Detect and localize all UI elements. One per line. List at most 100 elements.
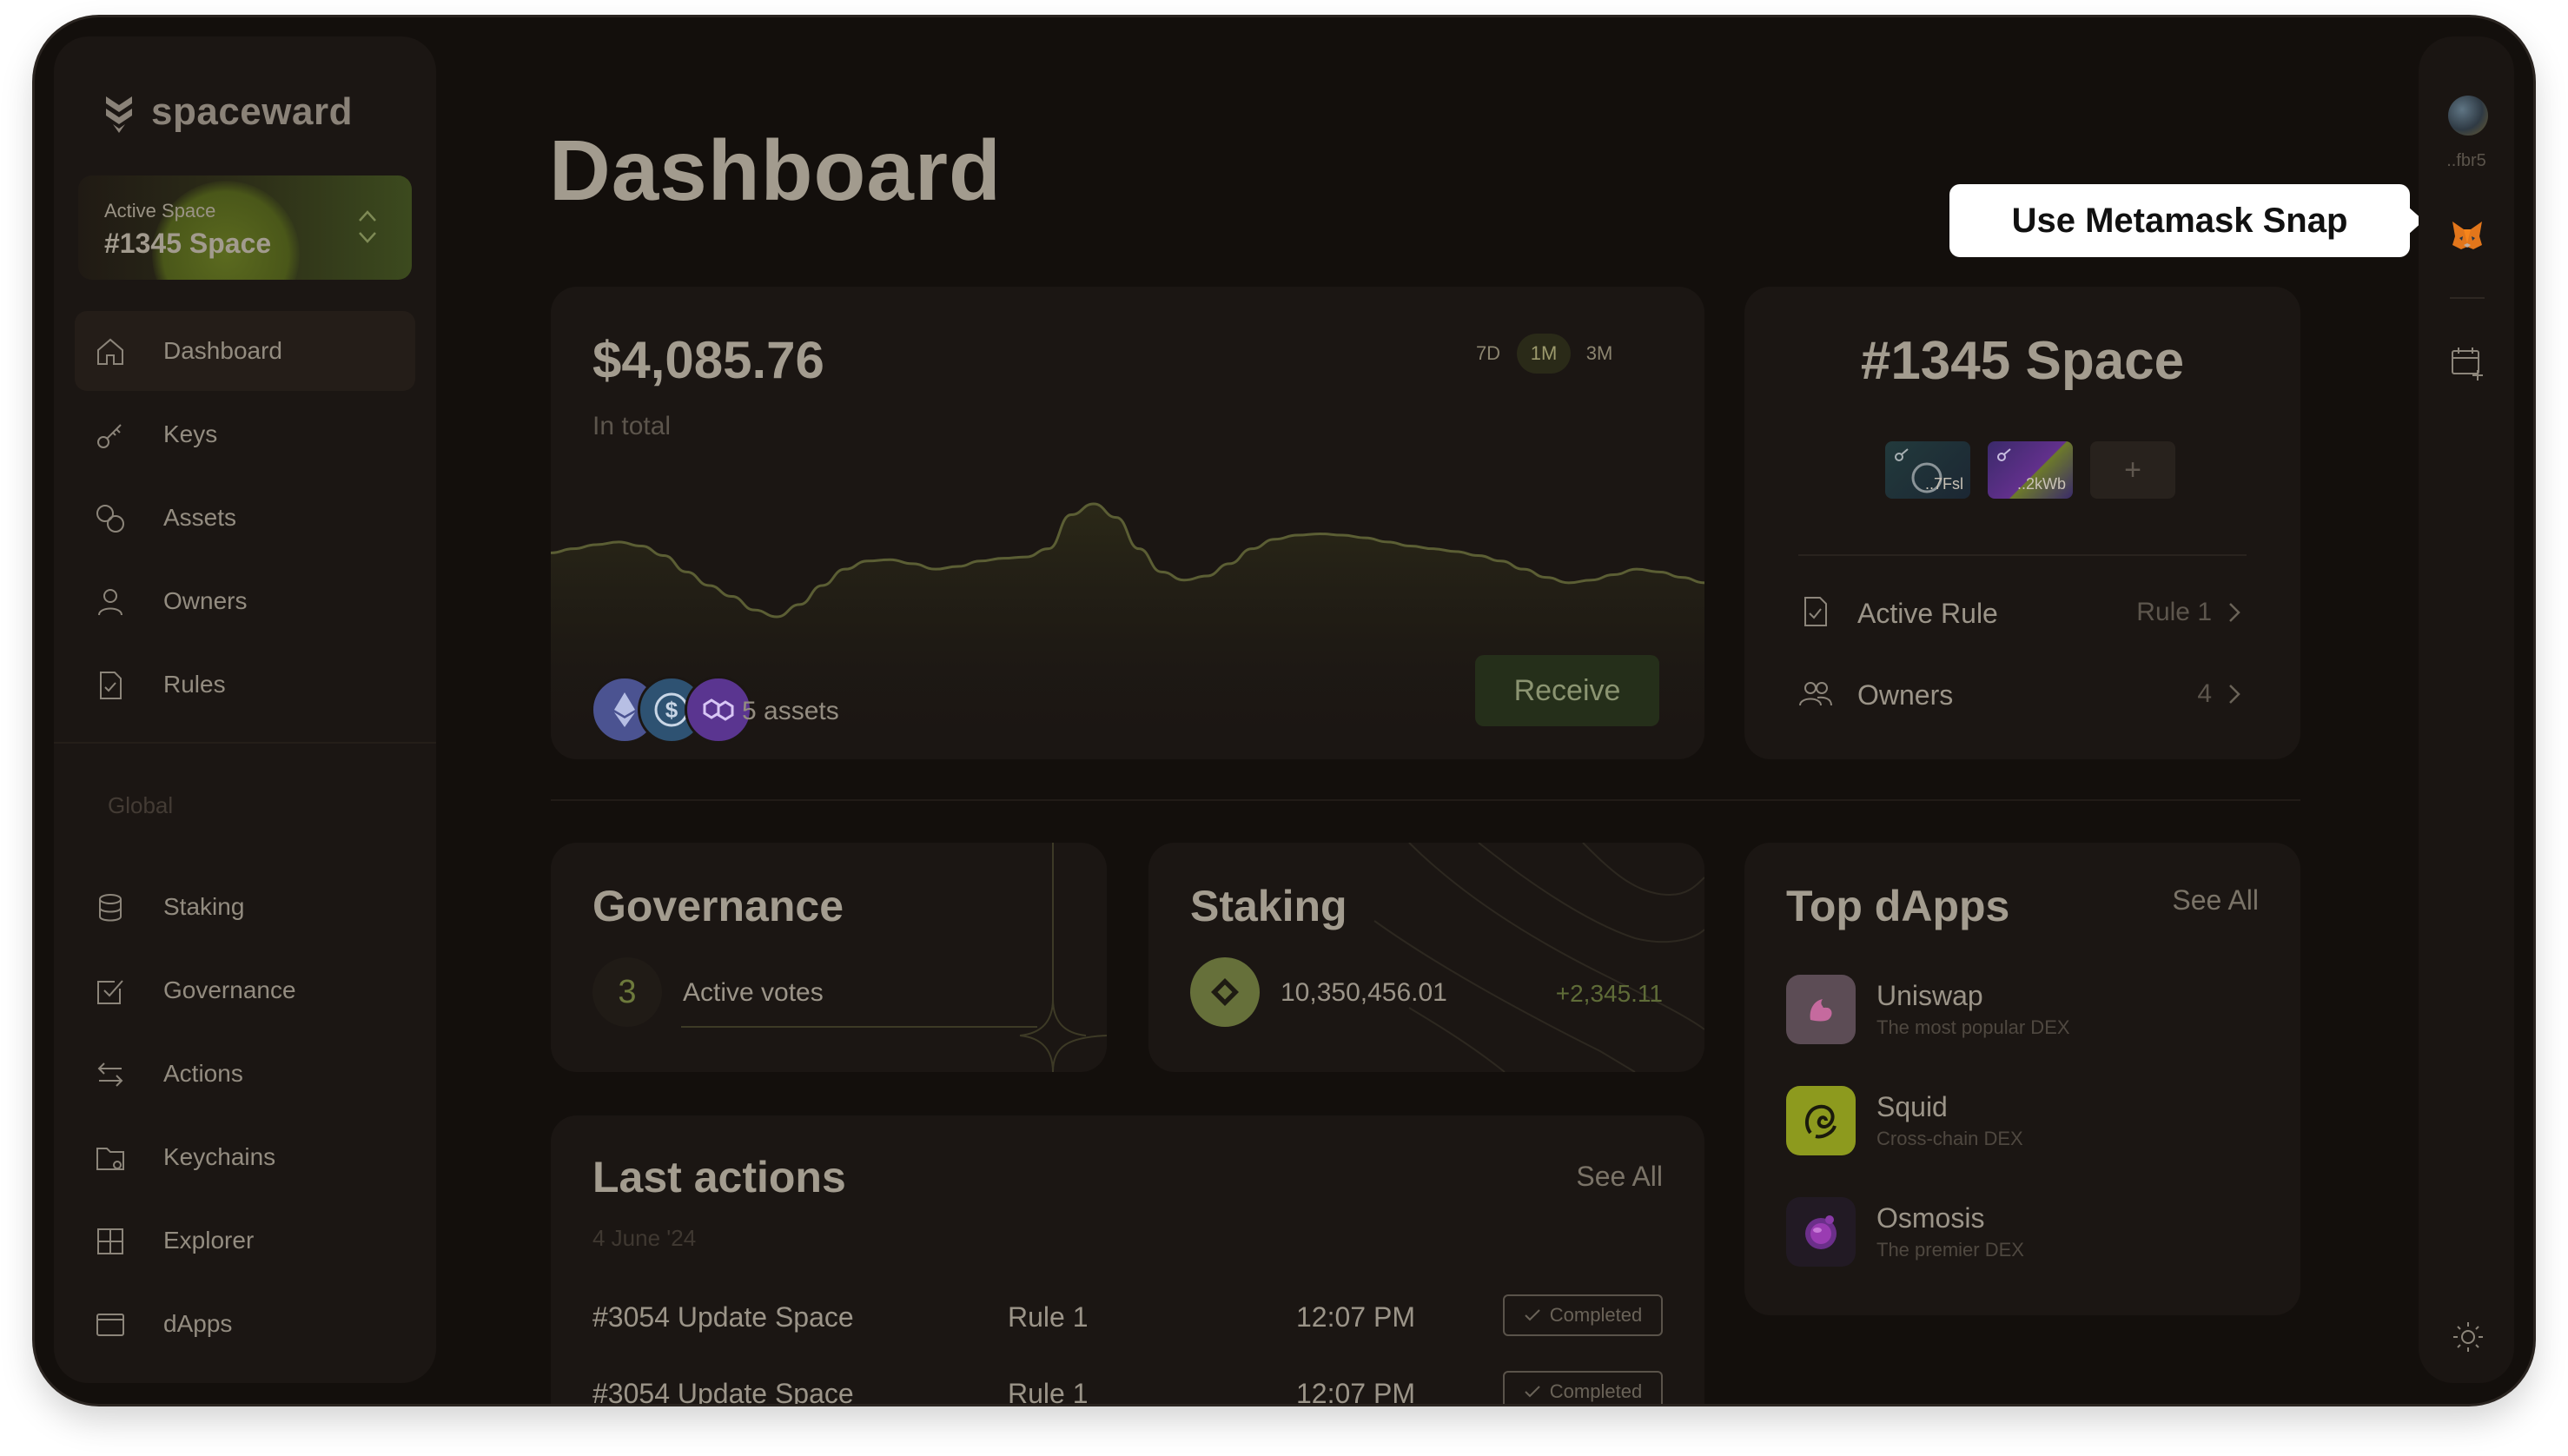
chevron-up-down-icon	[359, 210, 376, 243]
sidebar-item-keychains[interactable]: Keychains	[75, 1117, 415, 1197]
key-icon	[1997, 448, 2011, 461]
dapp-item-squid[interactable]: Squid Cross-chain DEX	[1786, 1086, 2273, 1159]
owners-label: Owners	[1857, 679, 1954, 711]
status-badge: Completed	[1503, 1371, 1663, 1404]
key-tile[interactable]: ..2kWb	[1988, 441, 2073, 499]
sidebar-item-label: Actions	[163, 1060, 243, 1087]
receive-button[interactable]: Receive	[1475, 655, 1659, 726]
staking-title: Staking	[1190, 882, 1347, 930]
space-title: #1345 Space	[1860, 331, 2185, 391]
action-rule: Rule 1	[1008, 1301, 1089, 1333]
brand-name: spaceward	[151, 90, 353, 133]
osmosis-logo-icon	[1786, 1197, 1856, 1267]
document-icon	[1804, 597, 1827, 626]
add-key-button[interactable]: +	[2090, 441, 2175, 499]
sidebar-item-assets[interactable]: Assets	[75, 478, 415, 558]
active-space-selector[interactable]: Active Space #1345 Space	[78, 175, 412, 280]
sidebar-item-label: Dashboard	[163, 337, 282, 364]
arrows-icon	[97, 1062, 123, 1087]
svg-text:$: $	[665, 697, 678, 723]
users-icon	[1799, 682, 1832, 706]
governance-decoration	[681, 843, 1107, 1072]
sidebar-item-explorer[interactable]: Explorer	[75, 1201, 415, 1281]
space-divider	[1798, 554, 2247, 556]
governance-card[interactable]: Governance 3 Active votes	[551, 843, 1107, 1072]
owners-row[interactable]: Owners 4	[1798, 671, 2247, 716]
active-votes-label: Active votes	[683, 978, 824, 1007]
check-icon	[1525, 1309, 1540, 1321]
sidebar-item-dashboard[interactable]: Dashboard	[75, 311, 415, 391]
see-all-dapps-link[interactable]: See All	[2172, 884, 2259, 916]
wallet-address: ..fbr5	[2446, 151, 2486, 170]
dapp-item-uniswap[interactable]: Uniswap The most popular DEX	[1786, 975, 2273, 1048]
checkbox-icon	[97, 980, 123, 1004]
sidebar-item-label: Owners	[163, 587, 248, 614]
range-3m-button[interactable]: 3M	[1585, 342, 1613, 364]
section-label-global: Global	[108, 792, 174, 818]
table-row[interactable]: #3054 Update Space Rule 1 12:07 PM Compl…	[592, 1371, 1663, 1404]
sidebar-item-governance[interactable]: Governance	[75, 950, 415, 1030]
squid-logo-icon	[1786, 1086, 1856, 1155]
assets-count: 5 assets	[742, 697, 839, 725]
balance-card: $4,085.76 In total 7D 1M 3M $ 5 assets R…	[551, 287, 1704, 759]
user-icon	[98, 589, 122, 616]
database-icon	[99, 894, 122, 922]
dapp-item-osmosis[interactable]: Osmosis The premier DEX	[1786, 1197, 2273, 1270]
sidebar-item-dapps[interactable]: dApps	[75, 1284, 415, 1364]
dapp-description: The most popular DEX	[1876, 1016, 2070, 1038]
avatar[interactable]	[2448, 96, 2488, 136]
top-dapps-card: Top dApps See All Uniswap The most popul…	[1744, 843, 2300, 1315]
key-tile[interactable]: ..7Fsl	[1885, 441, 1970, 499]
theme-toggle-sun-icon[interactable]	[2452, 1320, 2485, 1353]
sidebar-item-owners[interactable]: Owners	[75, 561, 415, 641]
staking-card[interactable]: Staking 10,350,456.01 +2,345.11	[1148, 843, 1704, 1072]
see-all-actions-link[interactable]: See All	[1576, 1161, 1663, 1192]
action-name: #3054 Update Space	[592, 1301, 854, 1333]
sidebar-divider	[54, 742, 436, 744]
space-card: #1345 Space ..7Fsl ..2kWb + Active Rule …	[1744, 287, 2300, 759]
brand[interactable]: spaceward	[103, 90, 353, 134]
polygon-asset-icon	[685, 676, 752, 744]
page-title: Dashboard	[549, 122, 1002, 218]
total-balance: $4,085.76	[592, 331, 824, 389]
sidebar-item-label: Keys	[163, 420, 218, 447]
sidebar-item-label: dApps	[163, 1310, 233, 1337]
sidebar-item-label: Staking	[163, 893, 245, 920]
dapp-description: Cross-chain DEX	[1876, 1128, 2023, 1149]
sidebar-item-label: Explorer	[163, 1227, 255, 1254]
main-divider	[551, 799, 2300, 801]
home-icon	[97, 338, 123, 365]
sidebar-item-rules[interactable]: Rules	[75, 645, 415, 725]
dapp-name: Uniswap	[1876, 980, 1983, 1011]
calendar-add-icon[interactable]	[2450, 346, 2485, 381]
browser-icon	[96, 1314, 124, 1336]
range-1m-button[interactable]: 1M	[1517, 334, 1571, 374]
sidebar-item-staking[interactable]: Staking	[75, 867, 415, 947]
staking-decoration	[1373, 843, 1704, 1072]
dapp-name: Squid	[1876, 1091, 1948, 1122]
governance-title: Governance	[592, 882, 844, 930]
owners-count: 4	[2197, 679, 2212, 708]
sidebar-item-keys[interactable]: Keys	[75, 394, 415, 474]
actions-date: 4 June '24	[592, 1225, 697, 1251]
metamask-snap-tooltip: Use Metamask Snap	[1949, 184, 2424, 257]
sidebar: spaceward Active Space #1345 Space Dashb…	[54, 36, 436, 1383]
sidebar-item-actions[interactable]: Actions	[75, 1034, 415, 1114]
last-actions-card: Last actions See All 4 June '24 #3054 Up…	[551, 1115, 1704, 1404]
top-dapps-title: Top dApps	[1786, 882, 2010, 930]
document-icon	[100, 672, 122, 699]
table-row[interactable]: #3054 Update Space Rule 1 12:07 PM Compl…	[592, 1294, 1663, 1338]
grid-icon	[97, 1228, 123, 1254]
metamask-fox-icon[interactable]	[2450, 219, 2485, 252]
range-7d-button[interactable]: 7D	[1475, 342, 1501, 364]
key-label: ..2kWb	[2016, 475, 2066, 493]
key-icon	[97, 424, 122, 448]
key-icon	[1895, 448, 1943, 493]
active-rule-row[interactable]: Active Rule Rule 1	[1798, 589, 2247, 634]
dapp-name: Osmosis	[1876, 1202, 1985, 1234]
balance-subtitle: In total	[592, 412, 672, 440]
assets-icon	[96, 505, 124, 533]
action-time: 12:07 PM	[1296, 1301, 1415, 1333]
sidebar-item-label: Governance	[163, 976, 296, 1003]
balance-chart	[551, 502, 1704, 759]
